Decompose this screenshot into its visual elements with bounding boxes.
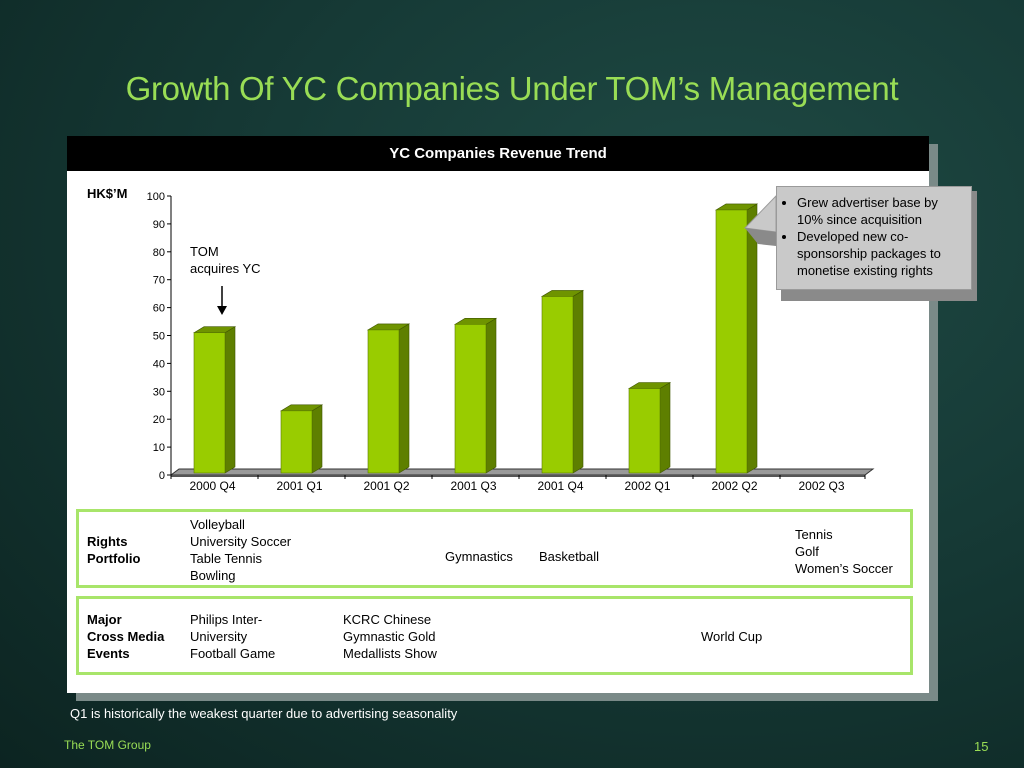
y-tick-label: 10 xyxy=(153,442,165,454)
cross-media-events-label: Major Cross Media Events xyxy=(87,611,164,662)
events-2001-q2: KCRC Chinese Gymnastic Gold Medallists S… xyxy=(343,611,437,662)
rights-2000-q4: Volleyball University Soccer Table Tenni… xyxy=(190,516,291,584)
bar xyxy=(367,329,400,474)
y-tick-label: 70 xyxy=(153,275,165,287)
x-tick-label: 2001 Q3 xyxy=(450,479,496,493)
bar xyxy=(280,410,313,474)
slide-title: Growth Of YC Companies Under TOM’s Manag… xyxy=(125,70,899,107)
bar xyxy=(193,332,226,474)
rights-item: Golf xyxy=(795,544,819,559)
events-item: KCRC Chinese xyxy=(343,612,432,627)
bar-side xyxy=(224,326,236,474)
x-tick-label: 2002 Q1 xyxy=(624,479,670,493)
bar xyxy=(715,209,748,474)
rights-2001-q4: Basketball xyxy=(539,549,599,564)
callout-box: Grew advertiser base by 10% since acquis… xyxy=(776,186,972,290)
acquisition-annotation: TOM acquires YC xyxy=(190,243,261,277)
events-item: Football Game xyxy=(190,646,276,661)
y-tick-label: 20 xyxy=(153,414,165,426)
bar-side xyxy=(311,404,323,474)
rights-item: Women’s Soccer xyxy=(795,561,893,576)
y-tick-label: 60 xyxy=(153,303,165,315)
y-tick-label: 100 xyxy=(147,191,165,203)
events-2000-q4: Philips Inter- University Football Game xyxy=(190,611,275,662)
cross-media-events-box xyxy=(76,596,913,675)
rights-item: Table Tennis xyxy=(190,551,263,566)
rights-2002-q3: Tennis Golf Women’s Soccer xyxy=(795,526,893,577)
x-tick-label: 2000 Q4 xyxy=(189,479,235,493)
y-tick-label: 90 xyxy=(153,219,165,231)
rights-label-line-1: Rights xyxy=(87,534,128,549)
rights-portfolio-label: Rights Portfolio xyxy=(87,533,140,567)
chart-floor-edge xyxy=(171,475,865,477)
annotation-arrow-head xyxy=(217,306,227,315)
x-tick-label: 2002 Q2 xyxy=(711,479,757,493)
callout-bullet-2: Developed new co-sponsorship packages to… xyxy=(797,228,965,279)
bar-side xyxy=(485,317,497,474)
y-tick-label: 50 xyxy=(153,331,165,343)
callout-pointer-shadow xyxy=(745,228,776,246)
page-number: 15 xyxy=(974,739,989,754)
footnote: Q1 is historically the weakest quarter d… xyxy=(70,706,458,721)
rights-item: Tennis xyxy=(795,527,833,542)
x-tick-label: 2002 Q3 xyxy=(798,479,844,493)
annotation-line-2: acquires YC xyxy=(190,261,261,276)
y-tick-label: 40 xyxy=(153,358,165,370)
y-axis-unit-label: HK$’M xyxy=(87,186,128,201)
events-label-line-1: Major xyxy=(87,612,122,627)
annotation-line-1: TOM xyxy=(190,244,219,259)
rights-2001-q3: Gymnastics xyxy=(445,549,513,564)
bar-side xyxy=(746,203,758,474)
rights-portfolio-box xyxy=(76,509,913,588)
brand-logo: The TOM Group xyxy=(64,738,151,752)
bar xyxy=(628,388,661,474)
x-tick-label: 2001 Q2 xyxy=(363,479,409,493)
rights-label-line-2: Portfolio xyxy=(87,551,141,566)
y-tick-label: 30 xyxy=(153,386,165,398)
events-2002-q2: World Cup xyxy=(701,629,763,644)
bar-side xyxy=(398,323,410,474)
x-tick-label: 2001 Q1 xyxy=(276,479,322,493)
events-item: Philips Inter- xyxy=(190,612,263,627)
y-tick-label: 80 xyxy=(153,247,165,259)
x-tick-label: 2001 Q4 xyxy=(537,479,583,493)
chart-title: YC Companies Revenue Trend xyxy=(67,136,929,171)
callout-bullet-1: Grew advertiser base by 10% since acquis… xyxy=(797,194,965,228)
bar-side xyxy=(659,381,671,474)
y-tick-label: 0 xyxy=(159,470,165,482)
bar xyxy=(454,324,487,474)
rights-item: University Soccer xyxy=(190,534,292,549)
rights-item: Bowling xyxy=(190,568,236,583)
events-item: Gymnastic Gold xyxy=(343,629,436,644)
events-item: Medallists Show xyxy=(343,646,437,661)
events-label-line-2: Cross Media xyxy=(87,629,165,644)
bar-side xyxy=(572,289,584,474)
rights-item: Volleyball xyxy=(190,517,245,532)
chart-floor xyxy=(169,468,875,476)
events-label-line-3: Events xyxy=(87,646,130,661)
bar xyxy=(541,296,574,474)
events-item: University xyxy=(190,629,248,644)
